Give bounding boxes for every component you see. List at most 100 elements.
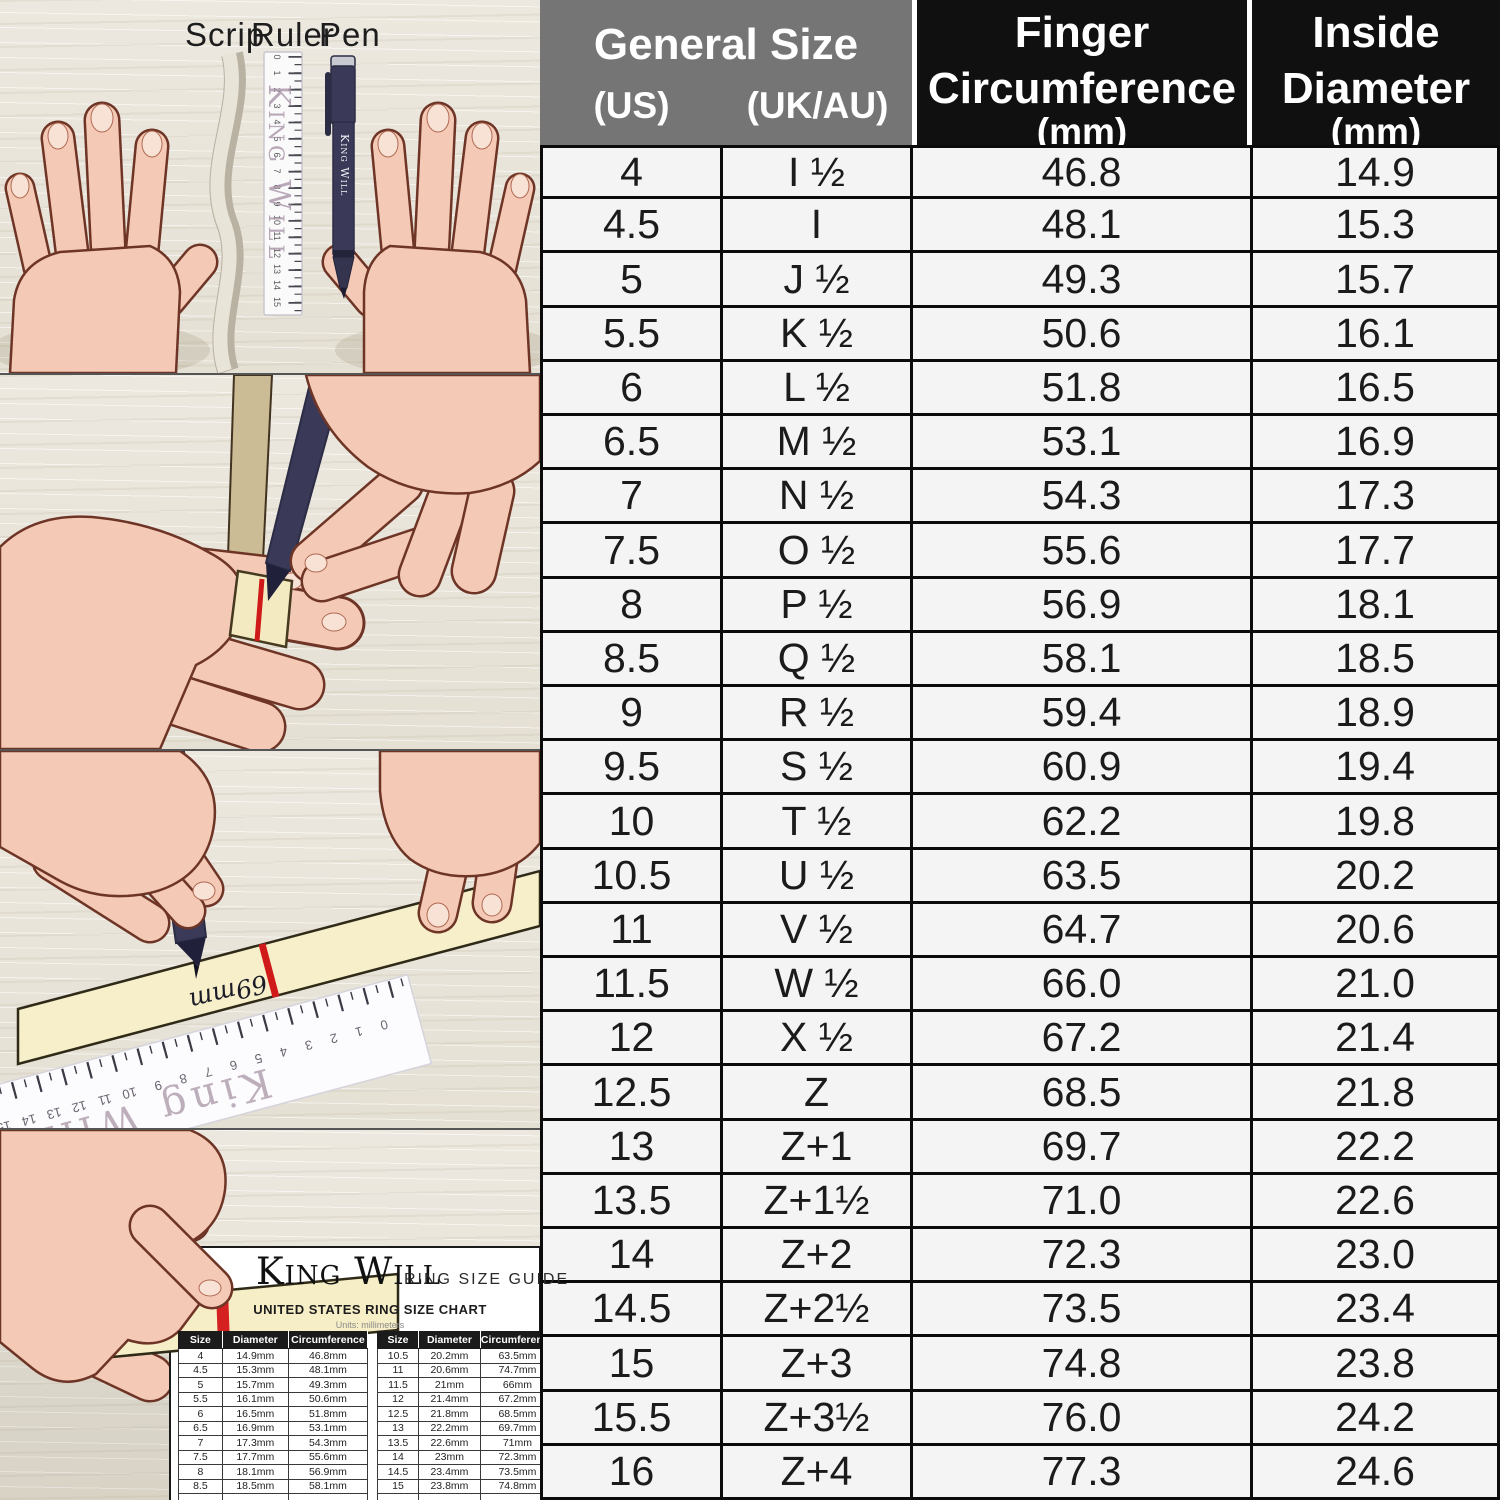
table-cell: 24.2 [1253, 1391, 1500, 1446]
table-row: 12 X ½ 67.2 21.4 [540, 1012, 1500, 1067]
svg-text:5: 5 [253, 1050, 264, 1066]
svg-text:9: 9 [153, 1077, 164, 1093]
ruler-number: 13 [272, 263, 282, 274]
table-cell: 11.5 [540, 958, 723, 1013]
svg-text:12: 12 [70, 1098, 88, 1116]
table-cell: 51.8 [913, 361, 1253, 417]
table-cell: 12.5 [540, 1066, 723, 1121]
table-cell: 8.5 [540, 632, 723, 688]
card-subtitle: UNITED STATES RING SIZE CHART [253, 1302, 487, 1317]
table-cell: 77.3 [913, 1445, 1253, 1500]
mini-col-header: Circumference [287, 1331, 368, 1349]
mini-row: 4 14.9mm 46.8mm [178, 1348, 368, 1364]
step2-illustration [0, 375, 540, 749]
table-cell: 10 [540, 795, 723, 850]
table-cell: 66.0 [913, 958, 1253, 1013]
header-line: Circumference [927, 64, 1237, 113]
table-cell: 23.0 [1253, 1229, 1500, 1284]
table-cell: 14.5 [540, 1283, 723, 1338]
step1-tools-panel: Scrip Ruler Pen 0 1 2 3 4 5 6 7 8 9 10 11 12 13 14 15 K… [0, 0, 540, 373]
table-cell: 22.6 [1253, 1174, 1500, 1230]
table-cell: 24.6 [1253, 1445, 1500, 1500]
table-cell: Z+1½ [723, 1174, 913, 1230]
table-cell: Z [723, 1066, 913, 1121]
mini-row: 6 16.5mm 51.8mm [178, 1406, 368, 1422]
table-cell: 16 [540, 1445, 723, 1500]
mini-row: 10.5 20.2mm 63.5mm [377, 1348, 540, 1364]
table-cell: 69.7 [913, 1120, 1253, 1175]
table-cell: 19.4 [1253, 741, 1500, 796]
table-cell: 18.5 [1253, 632, 1500, 688]
table-cell: N ½ [723, 470, 913, 525]
svg-text:8: 8 [178, 1071, 189, 1087]
table-cell: 23.8 [1253, 1337, 1500, 1392]
table-cell: 64.7 [913, 903, 1253, 959]
table-cell: 14 [540, 1229, 723, 1284]
step2-wrap-panel [0, 373, 540, 749]
table-cell: 56.9 [913, 578, 1253, 633]
table-cell: Z+2½ [723, 1283, 913, 1338]
table-cell: 19.8 [1253, 795, 1500, 850]
mini-row: 8 18.1mm 56.9mm [178, 1464, 368, 1480]
label-ruler: Ruler [251, 16, 335, 53]
table-cell: J ½ [723, 253, 913, 308]
table-cell: 60.9 [913, 741, 1253, 796]
svg-text:1: 1 [354, 1024, 365, 1040]
svg-text:13: 13 [45, 1104, 63, 1122]
label-pen: Pen [319, 16, 381, 53]
table-cell: 21.4 [1253, 1012, 1500, 1067]
table-cell: 4.5 [540, 199, 723, 254]
header-general-size: General Size (US) (UK/AU) [540, 0, 912, 152]
table-cell: Z+1 [723, 1120, 913, 1175]
ruler-illustration [263, 51, 303, 316]
table-cell: 15.7 [1253, 253, 1500, 308]
table-cell: T ½ [723, 795, 913, 850]
svg-text:0: 0 [379, 1017, 390, 1033]
table-cell: 13 [540, 1120, 723, 1175]
svg-text:7: 7 [203, 1064, 214, 1080]
table-cell: S ½ [723, 741, 913, 796]
mini-row: 5.5 16.1mm 50.6mm [178, 1391, 368, 1407]
table-cell: L ½ [723, 361, 913, 417]
table-cell: 7.5 [540, 524, 723, 579]
table-cell: 6 [540, 361, 723, 417]
mini-row: 15 23.8mm 74.8mm [377, 1478, 540, 1494]
table-cell: X ½ [723, 1012, 913, 1067]
svg-text:2: 2 [329, 1030, 340, 1046]
table-cell: U ½ [723, 849, 913, 904]
mini-row: 11.5 21mm 66mm [377, 1377, 540, 1393]
card-brand-logo: King Will [256, 1250, 442, 1293]
svg-text:15: 15 [0, 1118, 13, 1128]
pen-brand-label: King Will [338, 134, 351, 197]
table-cell: 11 [540, 903, 723, 959]
svg-text:6: 6 [228, 1057, 239, 1073]
mini-row: 8.5 18.5mm 58.1mm [178, 1478, 368, 1494]
table-cell: 20.2 [1253, 849, 1500, 904]
table-cell: I ½ [723, 145, 913, 200]
table-row: 14 Z+2 72.3 23.0 [540, 1229, 1500, 1284]
step3-measure-panel: 0 1 2 3 4 5 6 7 8 9 10 11 12 13 14 15 King Will [0, 749, 540, 1128]
table-cell: 50.6 [913, 307, 1253, 362]
table-cell: 21.8 [1253, 1066, 1500, 1121]
table-row: 4.5 I 48.1 15.3 [540, 199, 1500, 254]
table-header: General Size (US) (UK/AU) Finger Circumf… [540, 0, 1500, 152]
table-cell: K ½ [723, 307, 913, 362]
svg-text:10: 10 [121, 1084, 139, 1102]
table-row: 9.5 S ½ 60.9 19.4 [540, 741, 1500, 796]
table-row: 14.5 Z+2½ 73.5 23.4 [540, 1283, 1500, 1338]
header-ukau-label: (UK/AU) [746, 85, 889, 126]
mini-col-header: Size [178, 1331, 223, 1349]
table-cell: 17.7 [1253, 524, 1500, 579]
table-cell: Z+3 [723, 1337, 913, 1392]
table-cell: M ½ [723, 416, 913, 471]
table-cell: 55.6 [913, 524, 1253, 579]
table-cell: 59.4 [913, 687, 1253, 742]
table-row: 13 Z+1 69.7 22.2 [540, 1120, 1500, 1175]
table-cell: 15.3 [1253, 199, 1500, 254]
